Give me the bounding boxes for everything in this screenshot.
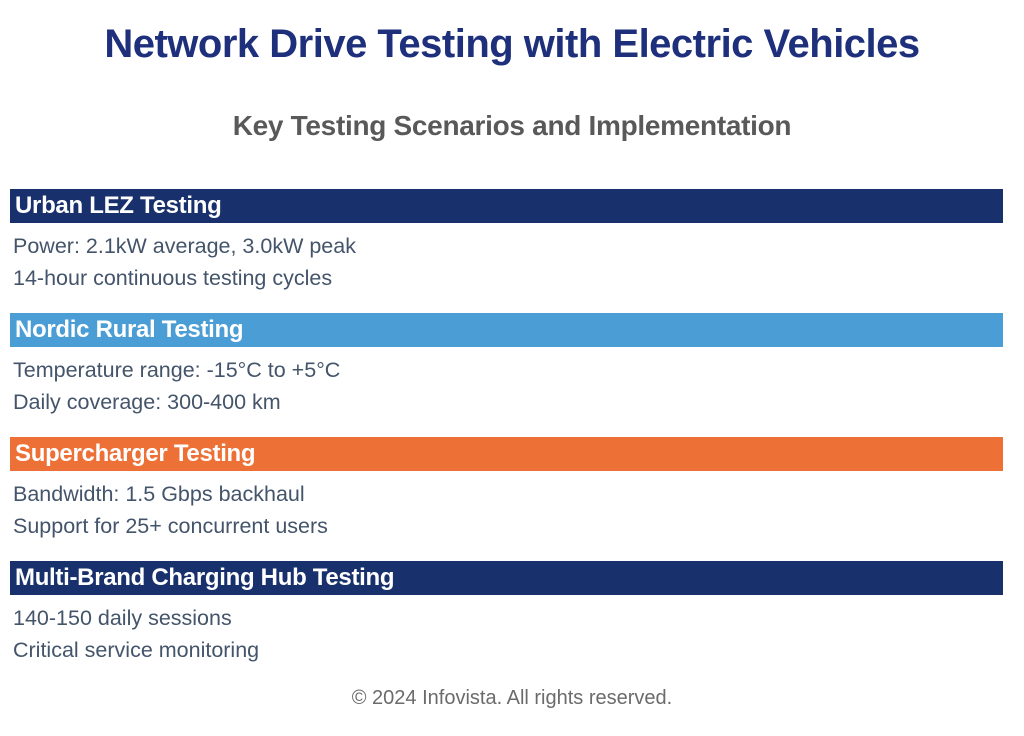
- detail-line: 140-150 daily sessions: [13, 606, 232, 630]
- scenario-heading-bar: Nordic Rural Testing: [10, 313, 1003, 347]
- scenario-heading-bar: Supercharger Testing: [10, 437, 1003, 471]
- scenario-sections: Urban LEZ Testing Power: 2.1kW average, …: [0, 189, 1024, 685]
- page-title: Network Drive Testing with Electric Vehi…: [104, 22, 920, 66]
- scenario-section-multi-brand-hub: Multi-Brand Charging Hub Testing 140-150…: [0, 561, 1024, 685]
- scenario-heading: Nordic Rural Testing: [15, 316, 244, 343]
- detail-line: Temperature range: -15°C to +5°C: [13, 358, 341, 382]
- scenario-heading: Supercharger Testing: [15, 440, 256, 467]
- scenario-heading-bar: Urban LEZ Testing: [10, 189, 1003, 223]
- detail-line: 14-hour continuous testing cycles: [13, 266, 333, 290]
- scenario-heading-bar: Multi-Brand Charging Hub Testing: [10, 561, 1003, 595]
- scenario-section-supercharger: Supercharger Testing Bandwidth: 1.5 Gbps…: [0, 437, 1024, 561]
- scenario-section-urban-lez: Urban LEZ Testing Power: 2.1kW average, …: [0, 189, 1024, 313]
- scenario-details: 140-150 daily sessions Critical service …: [0, 595, 1024, 685]
- detail-line: Support for 25+ concurrent users: [13, 514, 328, 538]
- scenario-details: Temperature range: -15°C to +5°C Daily c…: [0, 347, 1024, 437]
- scenario-heading: Multi-Brand Charging Hub Testing: [15, 564, 395, 591]
- detail-line: Daily coverage: 300-400 km: [13, 390, 281, 414]
- scenario-details: Bandwidth: 1.5 Gbps backhaul Support for…: [0, 471, 1024, 561]
- detail-line: Power: 2.1kW average, 3.0kW peak: [13, 234, 356, 258]
- detail-line: Critical service monitoring: [13, 638, 260, 662]
- scenario-section-nordic-rural: Nordic Rural Testing Temperature range: …: [0, 313, 1024, 437]
- copyright-footer: © 2024 Infovista. All rights reserved.: [351, 687, 673, 709]
- scenario-details: Power: 2.1kW average, 3.0kW peak 14-hour…: [0, 223, 1024, 313]
- detail-line: Bandwidth: 1.5 Gbps backhaul: [13, 482, 305, 506]
- scenario-heading: Urban LEZ Testing: [15, 192, 222, 219]
- page-subtitle: Key Testing Scenarios and Implementation: [232, 110, 792, 141]
